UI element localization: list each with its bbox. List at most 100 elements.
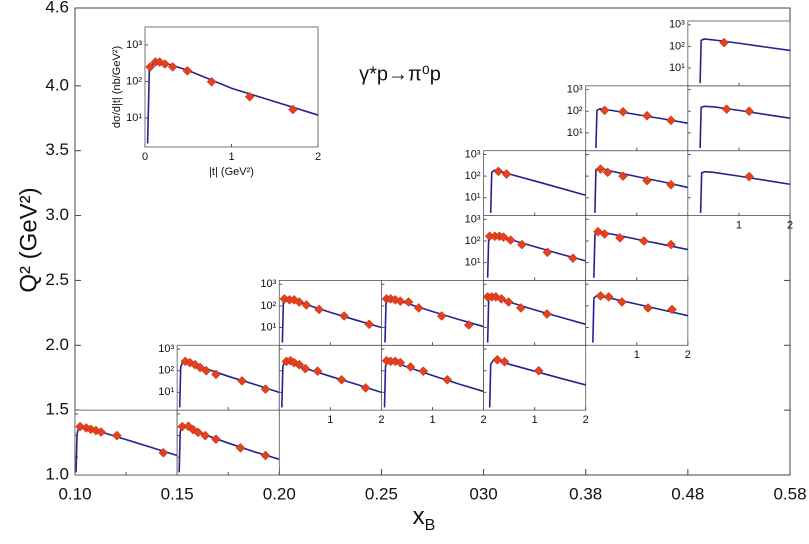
data-point: [599, 105, 610, 116]
inset-x-label: |t| (GeV²): [209, 166, 254, 178]
model-curve: [699, 105, 791, 149]
data-point: [96, 427, 106, 437]
data-point: [145, 62, 156, 72]
data-point: [505, 235, 516, 245]
panel-frame: [144, 26, 319, 148]
y-axis-label: Q² (GeV²): [15, 187, 42, 292]
y-tick-label: 4.0: [45, 75, 69, 94]
x-axis-label: xB: [413, 503, 436, 534]
data-point: [288, 104, 298, 115]
data-point: [360, 383, 371, 393]
panel-y-tick-label: 10¹: [669, 62, 685, 74]
panel-frame: [176, 344, 280, 411]
panel-y-tick-label: 10²: [260, 300, 276, 312]
x-tick-label: 0.20: [263, 484, 296, 503]
data-point: [602, 167, 613, 178]
data-point: [436, 311, 447, 321]
data-point: [294, 297, 305, 307]
data-point: [314, 304, 324, 315]
data-point: [201, 365, 212, 376]
data-point: [642, 110, 652, 121]
x-tick-label: 0.48: [671, 484, 704, 503]
panel-frame: [585, 215, 689, 281]
panel-x-tick-label: 1: [736, 219, 742, 231]
panel-y-tick-label: 10²: [669, 40, 685, 52]
panel-x-tick-label: 1: [327, 414, 333, 426]
data-point: [294, 359, 305, 370]
data-point: [533, 365, 544, 376]
data-point: [719, 37, 729, 48]
data-point: [542, 309, 552, 319]
panel-frame: [483, 280, 587, 346]
data-point: [395, 357, 406, 368]
x-tick-label: 030: [469, 484, 497, 503]
panel-frame: [687, 85, 791, 152]
y-tick-label: 3.0: [45, 205, 69, 224]
y-tick-label: 2.0: [45, 335, 69, 354]
data-point: [516, 303, 526, 313]
data-point: [492, 354, 503, 365]
panel-y-tick-label: 10³: [126, 39, 142, 51]
data-point: [595, 164, 606, 175]
data-point: [160, 59, 170, 69]
data-point: [721, 104, 732, 115]
model-curve: [488, 358, 586, 408]
model-curve: [595, 107, 688, 149]
data-point: [642, 175, 652, 186]
panel-y-tick-label: 10²: [567, 105, 583, 117]
panel-y-tick-label: 10¹: [126, 112, 142, 124]
data-point: [301, 300, 312, 310]
data-point: [667, 304, 677, 315]
data-point: [666, 115, 676, 126]
panel-y-tick-label: 10¹: [158, 386, 174, 398]
panel-frame: [381, 344, 484, 411]
data-point: [643, 303, 653, 313]
model-curve: [699, 170, 791, 213]
panel-frame: [74, 409, 178, 476]
panel-frame: [687, 20, 791, 87]
data-point: [235, 443, 246, 453]
y-tick-label: 1.0: [45, 464, 69, 483]
panel-y-tick-label: 10¹: [465, 192, 481, 204]
data-point: [206, 76, 217, 87]
data-point: [498, 232, 509, 243]
data-point: [463, 320, 474, 330]
data-point: [617, 297, 627, 307]
panel-frame: [687, 150, 791, 216]
data-point: [339, 311, 349, 321]
data-point: [336, 374, 347, 385]
data-point: [112, 430, 122, 441]
data-point: [517, 239, 527, 250]
data-point: [595, 290, 606, 301]
panel-y-tick-label: 10³: [260, 278, 276, 290]
x-axis-label-main: x: [413, 503, 425, 530]
data-point: [744, 106, 754, 117]
data-point: [618, 171, 628, 181]
model-curve: [699, 38, 791, 84]
x-tick-label: 0.10: [58, 484, 91, 503]
data-point: [666, 239, 676, 250]
panel-frame: [381, 280, 484, 346]
x-tick-label: 0.58: [773, 484, 806, 503]
data-point: [503, 297, 514, 307]
data-point: [260, 384, 271, 395]
data-point: [744, 171, 754, 182]
data-point: [493, 166, 504, 177]
data-point: [442, 374, 453, 385]
data-point: [501, 169, 512, 179]
panel-x-tick-label: 2: [787, 219, 793, 231]
panel-x-tick-label: 2: [583, 414, 589, 426]
data-point: [615, 232, 625, 243]
inset-y-label: dσ/d|t| (nb/GeV²): [111, 46, 123, 128]
data-point: [211, 434, 221, 445]
data-point: [364, 319, 375, 330]
annotation: γ*p→π⁰p: [359, 63, 441, 85]
data-point: [639, 236, 649, 246]
data-point: [618, 106, 628, 117]
panel-frame: [483, 344, 587, 411]
y-tick-label: 2.5: [45, 270, 69, 289]
panel-x-tick-label: 1: [634, 349, 640, 361]
data-point: [603, 292, 614, 302]
panel-frame: [278, 344, 382, 411]
